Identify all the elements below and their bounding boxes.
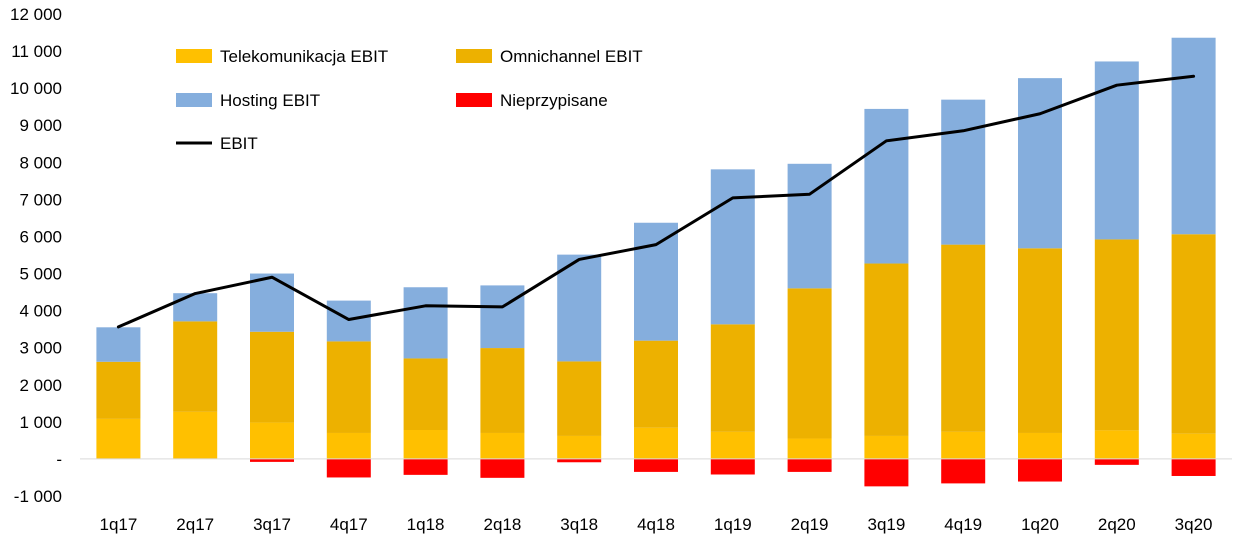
y-tick-label: 12 000 — [10, 5, 62, 24]
bar-segment-omnichannel-ebit — [1095, 239, 1139, 430]
bar-segment-omnichannel-ebit — [404, 358, 448, 430]
bar-segment-nieprzypisane — [404, 459, 448, 475]
bar-segment-omnichannel-ebit — [250, 332, 294, 423]
bar-segment-telekomunikacja-ebit — [96, 419, 140, 459]
x-tick-label: 1q19 — [714, 515, 752, 534]
bar-segment-nieprzypisane — [788, 459, 832, 472]
bar-segment-omnichannel-ebit — [480, 348, 524, 433]
bar-segment-omnichannel-ebit — [557, 361, 601, 436]
bar-segment-omnichannel-ebit — [788, 288, 832, 438]
x-tick-label: 2q20 — [1098, 515, 1136, 534]
bar-segment-telekomunikacja-ebit — [634, 428, 678, 459]
y-tick-label: - — [56, 450, 62, 469]
legend: Telekomunikacja EBIT Omnichannel EBIT Host… — [176, 47, 643, 153]
bar-segment-telekomunikacja-ebit — [941, 432, 985, 459]
bar-segment-hosting-ebit — [404, 287, 448, 358]
bar-segment-telekomunikacja-ebit — [1095, 430, 1139, 459]
x-tick-label: 1q17 — [99, 515, 137, 534]
y-tick-label: 6 000 — [19, 227, 62, 246]
x-tick-label: 4q19 — [944, 515, 982, 534]
x-tick-label: 3q20 — [1175, 515, 1213, 534]
legend-swatch — [176, 49, 212, 63]
bar-segment-nieprzypisane — [327, 459, 371, 478]
bar-segment-omnichannel-ebit — [1018, 248, 1062, 433]
bar-segment-hosting-ebit — [941, 100, 985, 245]
y-tick-label: 5 000 — [19, 265, 62, 284]
bar-segment-hosting-ebit — [96, 327, 140, 361]
bar-segment-omnichannel-ebit — [864, 264, 908, 436]
x-tick-label: 1q18 — [407, 515, 445, 534]
legend-swatch — [456, 49, 492, 63]
bar-segment-omnichannel-ebit — [634, 341, 678, 428]
bar-segment-omnichannel-ebit — [1172, 234, 1216, 433]
bar-segment-nieprzypisane — [711, 459, 755, 475]
bar-segment-telekomunikacja-ebit — [557, 436, 601, 459]
y-tick-label: 10 000 — [10, 79, 62, 98]
y-tick-label: -1 000 — [14, 487, 62, 506]
bar-segment-nieprzypisane — [557, 459, 601, 462]
bar-segment-hosting-ebit — [864, 109, 908, 264]
bar-segment-omnichannel-ebit — [327, 341, 371, 433]
x-tick-label: 4q18 — [637, 515, 675, 534]
bar-segment-nieprzypisane — [1172, 459, 1216, 476]
x-tick-label: 2q17 — [176, 515, 214, 534]
bar-segment-omnichannel-ebit — [173, 321, 217, 411]
bar-segment-telekomunikacja-ebit — [788, 439, 832, 459]
bar-segment-nieprzypisane — [941, 459, 985, 483]
bar-segment-telekomunikacja-ebit — [1172, 434, 1216, 459]
y-tick-label: 7 000 — [19, 190, 62, 209]
x-tick-label: 3q17 — [253, 515, 291, 534]
bar-segment-nieprzypisane — [1018, 459, 1062, 482]
x-tick-label: 3q18 — [560, 515, 598, 534]
x-axis: 1q17 2q17 3q17 4q17 1q18 2q18 3q18 4q18 1q19 2q19… — [99, 515, 1212, 534]
y-tick-label: 11 000 — [11, 42, 62, 61]
y-tick-label: 4 000 — [19, 302, 62, 321]
legend-swatch — [176, 93, 212, 107]
y-tick-label: 1 000 — [19, 413, 62, 432]
bar-segment-telekomunikacja-ebit — [327, 433, 371, 459]
x-tick-label: 2q18 — [483, 515, 521, 534]
bar-segment-hosting-ebit — [1095, 61, 1139, 239]
legend-swatch — [456, 93, 492, 107]
bar-segment-telekomunikacja-ebit — [250, 423, 294, 459]
x-tick-label: 2q19 — [791, 515, 829, 534]
x-tick-label: 3q19 — [867, 515, 905, 534]
bar-segment-telekomunikacja-ebit — [864, 436, 908, 459]
legend-label: Hosting EBIT — [220, 91, 320, 110]
bar-segment-nieprzypisane — [1095, 459, 1139, 465]
bar-segment-hosting-ebit — [634, 223, 678, 341]
x-tick-label: 1q20 — [1021, 515, 1059, 534]
bar-segment-telekomunikacja-ebit — [404, 430, 448, 459]
legend-label: Omnichannel EBIT — [500, 47, 643, 66]
bar-segment-nieprzypisane — [480, 459, 524, 478]
bar-segment-telekomunikacja-ebit — [711, 432, 755, 459]
bar-segment-nieprzypisane — [634, 459, 678, 472]
bar-segment-omnichannel-ebit — [96, 362, 140, 419]
bar-segment-telekomunikacja-ebit — [173, 412, 217, 459]
bar-segment-hosting-ebit — [1172, 38, 1216, 235]
y-tick-label: 8 000 — [19, 153, 62, 172]
bar-segment-omnichannel-ebit — [941, 245, 985, 432]
bar-segment-hosting-ebit — [173, 293, 217, 321]
bar-segment-nieprzypisane — [864, 459, 908, 486]
x-tick-label: 4q17 — [330, 515, 368, 534]
bar-segment-hosting-ebit — [711, 169, 755, 324]
bar-segment-omnichannel-ebit — [711, 324, 755, 432]
bar-segment-telekomunikacja-ebit — [1018, 433, 1062, 459]
legend-label: EBIT — [220, 134, 258, 153]
y-tick-label: 3 000 — [19, 339, 62, 358]
legend-label: Nieprzypisane — [500, 91, 608, 110]
bar-segment-hosting-ebit — [1018, 78, 1062, 248]
bar-segment-hosting-ebit — [480, 285, 524, 348]
bar-segment-hosting-ebit — [250, 274, 294, 332]
bar-segment-telekomunikacja-ebit — [480, 433, 524, 459]
y-tick-label: 9 000 — [19, 116, 62, 135]
legend-label: Telekomunikacja EBIT — [220, 47, 388, 66]
y-tick-label: 2 000 — [19, 376, 62, 395]
